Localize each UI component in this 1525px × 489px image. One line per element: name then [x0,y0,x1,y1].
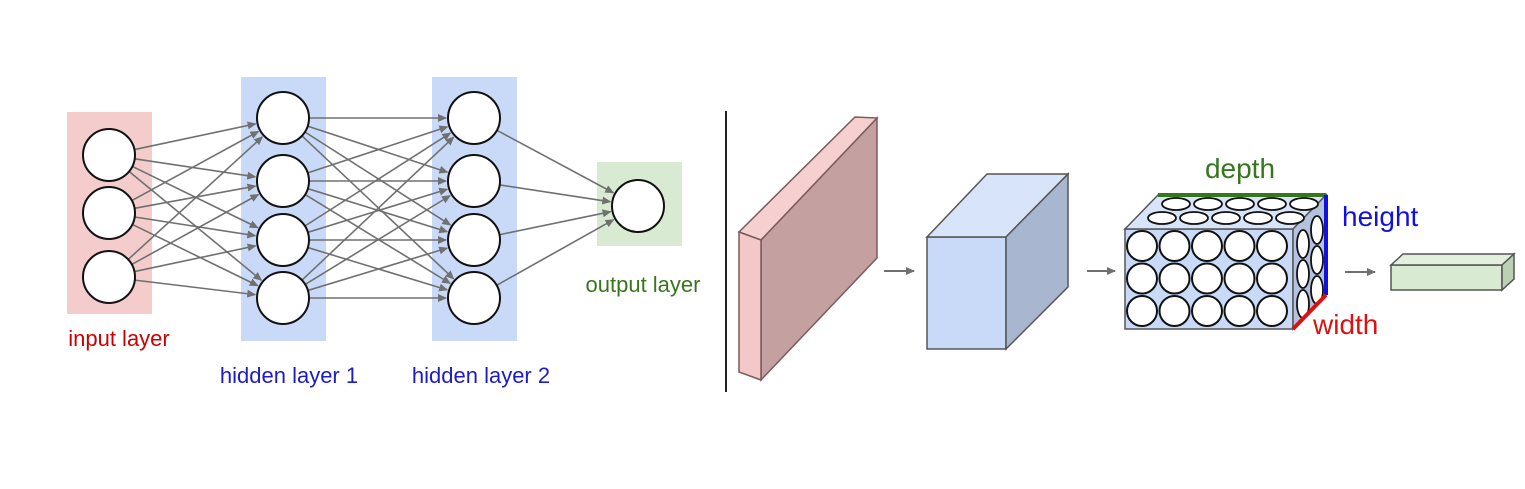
edge-l2-0-0 [496,129,615,194]
volume-neurons [1126,197,1324,327]
node-layer0-0 [82,128,136,182]
volume-neuron-top-0-3 [1257,197,1287,211]
volume-neuron-front-2-3 [1223,295,1256,327]
output-slab-front [1390,264,1503,291]
edge-l1-2-0 [304,132,452,227]
volume-neuron-top-0-0 [1161,197,1191,211]
volume-neuron-front-0-1 [1158,230,1191,262]
volume-neuron-side-1-0 [1310,215,1324,245]
volume-neuron-top-1-2 [1211,211,1241,225]
node-layer3-0 [611,179,665,233]
node-layer2-2 [447,213,501,267]
node-layer1-2 [256,213,310,267]
volume-neuron-front-1-0 [1126,262,1158,295]
input-slab-front [738,230,762,382]
node-layer1-0 [256,91,310,145]
edge-l1-0-3 [301,135,455,280]
edge-l1-1-3 [304,193,451,285]
edge-l2-2-0 [499,209,612,236]
edge-l2-3-0 [496,219,615,286]
edge-l1-3-0 [301,136,455,281]
edge-l1-3-2 [307,246,449,292]
volume-neuron-front-0-4 [1256,230,1288,262]
volume-neuron-top-0-1 [1193,197,1223,211]
convolutional-network: depth height width [737,116,1516,382]
volume-neuron-front-2-0 [1126,295,1158,327]
volume-neuron-top-0-4 [1289,197,1319,211]
volume-neuron-front-2-2 [1191,295,1223,327]
volume-neuron-front-1-2 [1191,262,1223,295]
edge-l0-1-2 [134,216,257,239]
volume-neuron-front-0-3 [1223,230,1256,262]
edge-l0-1-0 [131,130,260,202]
width-label: width [1312,309,1378,340]
node-layer1-3 [256,271,310,325]
volume-neuron-front-1-4 [1256,262,1288,295]
volume-neuron-side-0-1 [1296,259,1310,289]
edge-l0-2-0 [127,136,264,261]
node-layer0-2 [82,250,136,304]
node-layer2-3 [447,271,501,325]
input-layer-label: input layer [68,326,170,351]
volume-neuron-front-2-4 [1256,295,1288,327]
output-slab-side [1501,252,1515,292]
edge-l1-2-1 [307,187,449,234]
depth-label: depth [1205,153,1275,184]
volume-neuron-top-1-0 [1147,211,1177,225]
edge-l0-0-0 [134,121,257,151]
edge-l2-1-0 [499,184,612,205]
neuron-volume [1123,193,1328,331]
volume-neuron-front-0-0 [1126,230,1158,262]
volume-neuron-side-1-1 [1310,245,1324,275]
output-slab-top [1389,253,1516,266]
volume-neuron-front-2-1 [1158,295,1191,327]
output-layer-label: output layer [586,272,701,297]
edge-l0-0-1 [134,158,257,180]
node-layer0-1 [82,186,136,240]
hidden-layer-1-label: hidden layer 1 [220,363,358,388]
edge-l0-1-1 [134,183,257,210]
volume-neuron-top-1-4 [1275,211,1305,225]
cube-side [1005,172,1069,351]
edge-l1-3-1 [304,194,451,286]
volume-neuron-side-0-0 [1296,229,1310,259]
edge-l1-1-0 [307,125,449,174]
volume-neuron-front-1-1 [1158,262,1191,295]
output-slab [1389,252,1516,292]
edge-l0-2-1 [131,193,260,266]
node-layer2-0 [447,91,501,145]
volume-neuron-front-0-2 [1191,230,1223,262]
edge-l0-2-3 [134,279,257,298]
network-nodes [82,91,665,325]
node-layer2-1 [447,154,501,208]
connection-edges [127,114,615,302]
edge-l0-1-3 [132,223,259,287]
fully-connected-network: input layer hidden layer 1 hidden layer … [67,77,700,388]
hidden-layer-2-label: hidden layer 2 [412,363,550,388]
volume-neuron-front-1-3 [1223,262,1256,295]
volume-neuron-top-1-3 [1243,211,1273,225]
edge-l0-2-2 [134,243,257,273]
input-slab [737,116,879,382]
node-layer1-1 [256,154,310,208]
volume-neuron-top-0-2 [1225,197,1255,211]
cube-front [926,236,1007,350]
width-edge-line [1291,293,1328,331]
volume-neuron-top-1-1 [1179,211,1209,225]
height-label: height [1342,201,1419,232]
hidden-volume-cube [925,172,1070,351]
